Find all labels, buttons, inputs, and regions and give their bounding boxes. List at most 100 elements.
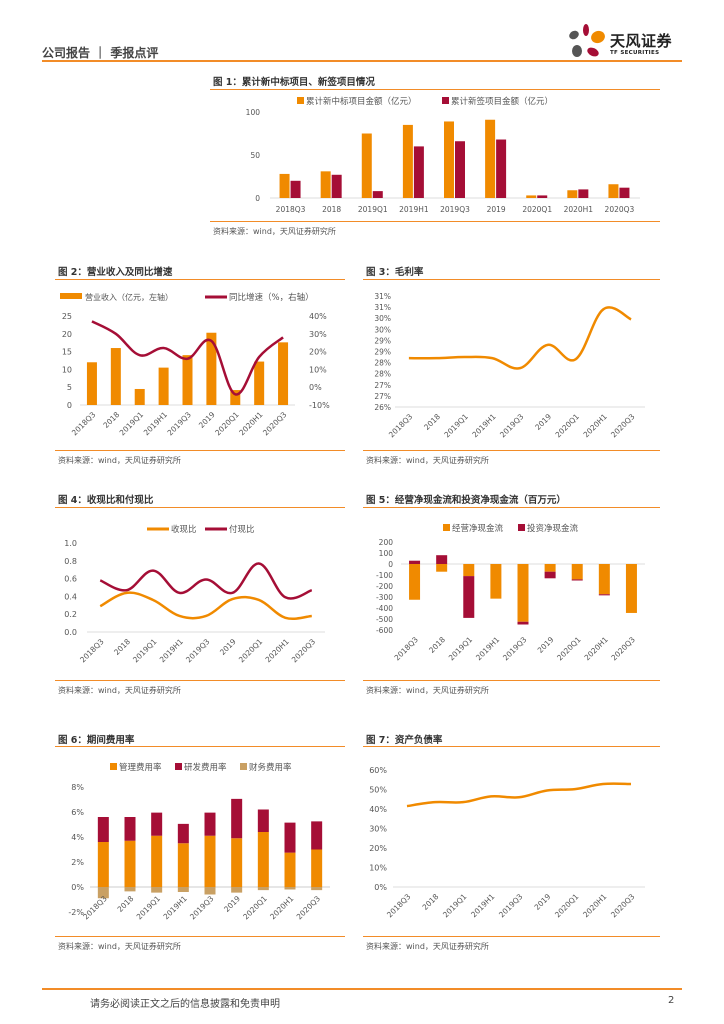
logo-cn-text: 天风证券 [610,32,673,50]
y-tick-label: 0 [388,560,393,569]
expense-bar-0-4 [204,835,216,887]
x-tick-label: 2018Q3 [387,412,415,440]
cashflow-bar-0-0 [409,564,421,600]
fig7-title: 图 7：资产负债率 [366,735,443,746]
fig4-bottom-rule [55,680,345,681]
y-tick-label: 4% [71,833,84,842]
revenue-bar-1 [110,348,121,405]
y-tick-label: 28% [374,359,391,368]
x-tick-label: 2020Q1 [553,892,581,920]
y-tick-label: -500 [376,615,393,624]
x-tick-label: 2019Q3 [184,637,212,665]
y-tick-label: 50 [250,151,260,160]
x-tick-label: 2020Q1 [555,635,583,663]
y-tick-label: 100 [379,549,394,558]
revenue-bar-2 [134,388,145,405]
fig5-source: 资料来源：wind，天风证券研究所 [366,686,489,695]
x-tick-label: 2019H1 [158,637,185,664]
y-tick-label: -400 [376,604,393,613]
x-tick-label: 2020H1 [583,635,610,662]
y-tick-label: 0.4 [64,592,77,601]
x-tick-label: 2018 [421,892,441,912]
x-tick-label: 2020Q3 [605,205,635,214]
fig7-chart: 0%10%20%30%40%50%60%2018Q3 2018 2019Q1 2019… [369,766,645,920]
legend-swatch-0 [443,524,450,531]
x-tick-label: 2018 [112,637,132,657]
revenue-bar-8 [278,342,289,405]
expense-bar-2-4 [204,887,216,895]
x-tick-label: 2019Q1 [358,205,388,214]
fig6-source: 资料来源：wind，天风证券研究所 [58,942,181,951]
y-tick-label: 29% [374,348,391,357]
y-right-tick-label: 0% [309,383,322,392]
bar-0-6 [526,195,537,198]
logo-en-text: TF SECURITIES [610,50,660,56]
expense-bar-1-5 [231,798,243,839]
fig2-top-rule [55,279,345,280]
y-tick-label: 0.2 [64,610,77,619]
fig7-source: 资料来源：wind，天风证券研究所 [366,942,489,951]
petal-logo-icon [569,24,605,57]
cashflow-bar-0-6 [571,564,583,580]
legend-swatch-1 [518,524,525,531]
y-right-tick-label: 10% [309,365,327,374]
x-tick-label: 2019 [222,894,242,914]
fig1-title: 图 1：累计新中标项目、新签项目情况 [213,77,375,88]
expense-bar-0-6 [257,832,269,887]
y-left-tick-label: 20 [62,330,72,339]
x-tick-label: 2020Q3 [290,637,318,665]
legend-label-1: 投资净现金流 [527,523,579,534]
fig4-chart: 0.0 0.2 0.4 0.6 0.8 1.0 2018Q3 2018 2019Q1 2019H1… [64,524,325,665]
cashflow-bar-1-7 [598,594,610,596]
x-tick-label: 2018 [101,410,121,430]
x-tick-label: 2019 [533,412,553,432]
bar-1-6 [537,195,548,198]
y-tick-label: 60% [369,766,387,775]
legend-label-0: 营业收入（亿元，左轴） [85,292,173,302]
page-number: 2 [668,995,675,1006]
y-tick-label: 30% [374,325,391,334]
x-tick-label: 2020Q3 [609,892,637,920]
expense-bar-0-1 [124,840,136,887]
y-tick-label: 100 [246,108,261,117]
report-header-title: 公司报告 ｜ 季报点评 [42,46,159,60]
x-tick-label: 2019Q1 [135,894,163,922]
bar-1-2 [372,191,383,198]
expense-bar-2-2 [151,887,163,893]
legend-swatch-0 [110,763,117,770]
revenue-bar-0 [86,362,97,405]
expense-bar-2-8 [311,887,323,891]
x-tick-label: 2019H1 [474,635,501,662]
series-line-0 [99,591,312,620]
y-tick-label: -600 [376,626,393,635]
bar-1-0 [290,180,301,198]
x-tick-label: 2020H1 [564,205,594,214]
expense-bar-1-1 [124,817,136,841]
expense-bar-0-5 [231,838,243,887]
cashflow-bar-1-1 [436,555,448,564]
y-tick-label: 0% [71,883,84,892]
y-tick-label: 26% [374,403,391,412]
x-tick-label: 2019 [197,410,217,430]
y-tick-label: 20% [369,844,387,853]
bar-0-5 [485,119,496,198]
fig4-top-rule [55,507,345,508]
x-tick-label: 2020Q1 [241,894,269,922]
y-left-tick-label: 10 [62,365,72,374]
x-tick-label: 2018Q3 [70,410,98,438]
fig2-bottom-rule [55,450,345,451]
x-tick-label: 2019Q3 [501,635,529,663]
bar-1-8 [619,187,630,198]
gross-margin-line [408,306,632,370]
legend-label-1: 付现比 [229,524,255,535]
x-tick-label: 2018Q3 [393,635,421,663]
y-tick-label: 10% [369,864,387,873]
legend-label-1: 研发费用率 [184,762,227,773]
fig3-top-rule [363,279,660,280]
y-tick-label: 0.6 [64,575,77,584]
y-tick-label: 30% [369,825,387,834]
revenue-bar-4 [182,355,193,405]
expense-bar-1-7 [284,822,296,853]
fig6-chart: -2% 0% 2% 4% 6% 8% 2018Q3 2018 2019Q1 2019H1 2019Q… [68,762,330,922]
legend-label-1: 同比增速（%，右轴） [229,292,314,303]
